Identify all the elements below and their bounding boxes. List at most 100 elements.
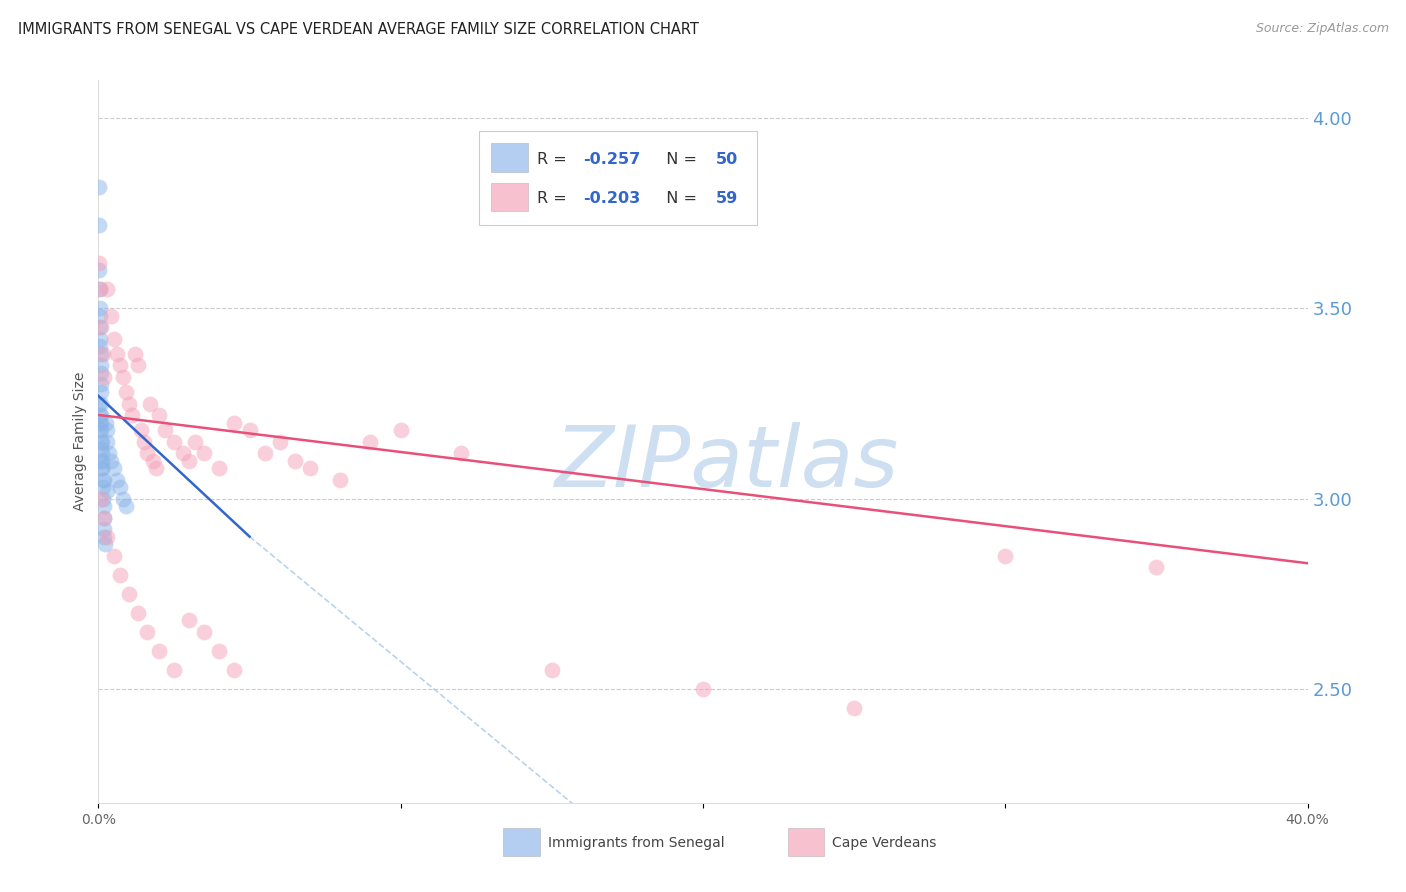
Point [389, 423, 412, 437]
Point [89, 339, 111, 353]
Point [98, 446, 121, 460]
Point [96, 282, 118, 296]
Point [87, 179, 110, 194]
Point [90, 434, 112, 449]
Point [142, 453, 165, 467]
Text: 59: 59 [716, 191, 738, 206]
FancyBboxPatch shape [479, 131, 758, 225]
Point [90, 416, 112, 430]
Point [90, 320, 112, 334]
Point [299, 461, 322, 475]
Point [114, 499, 136, 513]
Point [89, 282, 111, 296]
Point [153, 423, 176, 437]
Point [145, 461, 167, 475]
Point [139, 396, 162, 410]
Point [118, 396, 141, 410]
FancyBboxPatch shape [787, 828, 824, 855]
Point [89, 416, 111, 430]
Point [284, 453, 307, 467]
Point [224, 663, 246, 677]
Point [89, 263, 111, 277]
Point [89, 396, 111, 410]
Text: Source: ZipAtlas.com: Source: ZipAtlas.com [1256, 22, 1389, 36]
Point [100, 309, 122, 323]
Text: -0.257: -0.257 [583, 152, 641, 167]
Point [193, 624, 215, 639]
Point [89, 256, 111, 270]
Text: Cape Verdeans: Cape Verdeans [832, 836, 936, 849]
Text: Immigrants from Senegal: Immigrants from Senegal [548, 836, 725, 849]
Point [208, 461, 231, 475]
Point [129, 423, 152, 437]
Point [91, 491, 114, 506]
Point [91, 461, 114, 475]
Point [93, 510, 115, 524]
Point [96, 530, 118, 544]
Point [179, 453, 201, 467]
Point [90, 453, 112, 467]
Point [89, 301, 111, 316]
Text: ZIPatlas: ZIPatlas [555, 422, 900, 505]
Point [89, 218, 111, 232]
Point [96, 483, 118, 498]
Text: N =: N = [655, 191, 702, 206]
Point [108, 567, 131, 582]
Point [132, 434, 155, 449]
Point [994, 549, 1017, 563]
FancyBboxPatch shape [503, 828, 540, 855]
Point [90, 396, 112, 410]
Point [96, 434, 118, 449]
Point [89, 320, 111, 334]
Point [193, 446, 215, 460]
Text: IMMIGRANTS FROM SENEGAL VS CAPE VERDEAN AVERAGE FAMILY SIZE CORRELATION CHART: IMMIGRANTS FROM SENEGAL VS CAPE VERDEAN … [18, 22, 699, 37]
Point [184, 434, 207, 449]
Point [89, 282, 111, 296]
Point [121, 408, 143, 422]
Point [105, 473, 128, 487]
Point [844, 700, 866, 714]
Point [91, 434, 114, 449]
Point [89, 332, 111, 346]
Point [148, 643, 170, 657]
Point [108, 480, 131, 494]
Point [172, 446, 194, 460]
Point [89, 423, 111, 437]
Point [100, 453, 122, 467]
Point [90, 423, 112, 437]
Point [111, 370, 134, 384]
Y-axis label: Average Family Size: Average Family Size [73, 372, 87, 511]
Point [90, 408, 112, 422]
Point [94, 416, 117, 430]
Point [91, 480, 114, 494]
Point [269, 434, 291, 449]
Point [105, 347, 128, 361]
Point [90, 442, 112, 457]
Point [91, 473, 114, 487]
Point [224, 416, 246, 430]
Point [540, 663, 562, 677]
Point [148, 408, 170, 422]
Point [90, 385, 112, 400]
Point [93, 499, 115, 513]
Point [90, 377, 112, 392]
Point [103, 332, 125, 346]
Text: -0.203: -0.203 [583, 191, 641, 206]
Point [179, 613, 201, 627]
Point [135, 624, 157, 639]
Point [360, 434, 382, 449]
Point [108, 359, 131, 373]
Point [329, 473, 352, 487]
FancyBboxPatch shape [492, 143, 527, 172]
Point [90, 347, 112, 361]
Point [111, 491, 134, 506]
Point [163, 663, 186, 677]
Text: 50: 50 [716, 152, 738, 167]
Text: R =: R = [537, 152, 572, 167]
Point [127, 606, 149, 620]
Point [114, 385, 136, 400]
Point [91, 446, 114, 460]
Point [94, 537, 117, 551]
Text: R =: R = [537, 191, 572, 206]
Point [127, 359, 149, 373]
